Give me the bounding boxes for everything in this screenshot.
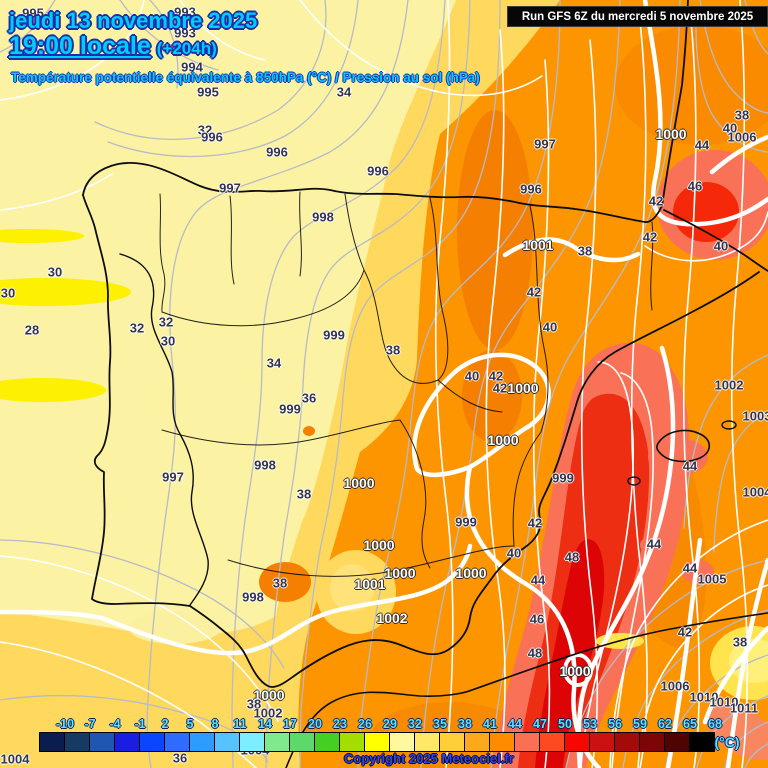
colorbar-tick: 11 (233, 717, 247, 731)
colorbar-cell (514, 732, 540, 752)
colorbar-tick: 65 (683, 717, 697, 731)
colorbar-cell (264, 732, 290, 752)
colorbar-cell (364, 732, 390, 752)
colorbar-cell (439, 732, 465, 752)
colorbar-cell (89, 732, 115, 752)
colorbar-tick: 47 (533, 717, 547, 731)
orange-dot (303, 426, 315, 436)
yellow-streak (0, 378, 106, 402)
colorbar-cell (564, 732, 590, 752)
colorbar-cell (664, 732, 690, 752)
colorbar-tick: 53 (583, 717, 597, 731)
corner-salmon (705, 704, 768, 760)
copyright-text: Copyright 2025 Meteociel.fr (344, 751, 514, 766)
colorbar-tick: 20 (308, 717, 322, 731)
colorbar-cell (139, 732, 165, 752)
colorbar-tick: 8 (211, 717, 219, 731)
colorbar-cell (614, 732, 640, 752)
colorbar-cell (539, 732, 565, 752)
forecast-offset: (+204h) (156, 39, 217, 58)
dark-red-core (535, 539, 605, 768)
colorbar-cell (589, 732, 615, 752)
yellow-patch-se-light (729, 639, 768, 683)
yellow-streak (0, 278, 131, 306)
yellow-streak (0, 229, 84, 243)
colorbar-tick: 35 (433, 717, 447, 731)
colorbar-tick: -7 (84, 717, 96, 731)
date-line: jeudi 13 novembre 2025 (9, 8, 258, 33)
colorbar-unit: (°C) (714, 734, 740, 750)
pyrenees-red (673, 182, 739, 242)
colorbar-cell (289, 732, 315, 752)
deep-orange-patch (462, 350, 522, 442)
colorbar-tick: -10 (55, 717, 75, 731)
colorbar-cell (164, 732, 190, 752)
temperature-colorbar (39, 732, 715, 752)
colorbar-cell (314, 732, 340, 752)
colorbar-tick: 32 (408, 717, 422, 731)
run-info-text: Run GFS 6Z du mercredi 5 novembre 2025 (521, 10, 754, 23)
colorbar-tick: -4 (109, 717, 121, 731)
colorbar-cell (489, 732, 515, 752)
colorbar-cell (39, 732, 65, 752)
colorbar-cell (389, 732, 415, 752)
colorbar-cell (214, 732, 240, 752)
colorbar-tick: 56 (608, 717, 622, 731)
colorbar-tick: 23 (333, 717, 347, 731)
colorbar-cell (639, 732, 665, 752)
local-time: 19:00 locale (9, 32, 151, 60)
colorbar-tick: 26 (358, 717, 372, 731)
coastline-borders (82, 0, 768, 768)
colorbar-cell (689, 732, 715, 752)
pale-streak (129, 612, 221, 644)
colorbar-tick: 59 (633, 717, 647, 731)
colorbar-cell (114, 732, 140, 752)
colorbar-tick: 41 (483, 717, 497, 731)
colorbar-cell (189, 732, 215, 752)
colorbar-tick: 44 (508, 717, 522, 731)
mallorca-salmon (648, 438, 708, 476)
run-info-box: Run GFS 6Z du mercredi 5 novembre 2025 (507, 6, 768, 27)
colorbar-tick: 2 (161, 717, 169, 731)
time-line: 19:00 locale (+204h) (9, 32, 217, 61)
colorbar-cell (239, 732, 265, 752)
colorbar-tick: 50 (558, 717, 572, 731)
colorbar-tick: 62 (658, 717, 672, 731)
map-title: Température potentielle équivalente à 85… (11, 70, 480, 85)
deep-orange-patch (457, 110, 533, 350)
colorbar-tick: -1 (134, 717, 146, 731)
deep-orange-patch (259, 562, 311, 602)
colorbar-cell (339, 732, 365, 752)
colorbar-tick: 17 (283, 717, 297, 731)
colorbar-cell (64, 732, 90, 752)
pale-yellow-band (0, 0, 456, 636)
colorbar-tick: 38 (458, 717, 472, 731)
colorbar-tick: 68 (708, 717, 722, 731)
colorbar-cell (414, 732, 440, 752)
colorbar-tick: 14 (258, 717, 272, 731)
colorbar-cell (464, 732, 490, 752)
colorbar-tick: 5 (186, 717, 194, 731)
colorbar-tick: 29 (383, 717, 397, 731)
